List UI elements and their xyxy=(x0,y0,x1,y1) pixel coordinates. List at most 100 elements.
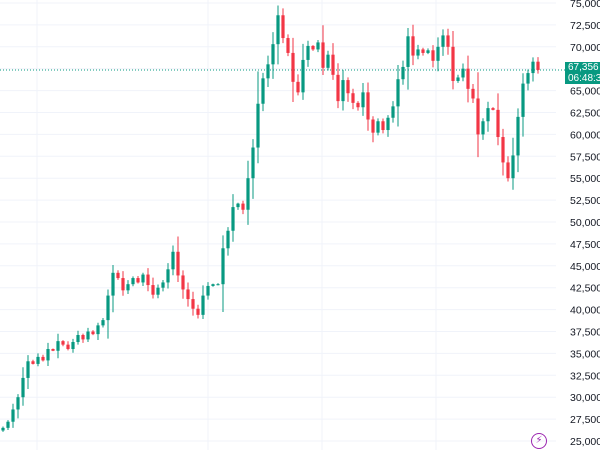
candle-body xyxy=(446,35,450,47)
candle-body xyxy=(251,147,255,179)
y-tick-label: 42,500 xyxy=(570,283,600,295)
y-tick-label: 30,000 xyxy=(570,392,600,404)
y-tick-label: 50,000 xyxy=(570,217,600,229)
candle-body xyxy=(371,119,375,133)
candle-body xyxy=(346,80,350,94)
candle-body xyxy=(431,50,435,61)
candle-body xyxy=(26,361,30,378)
candle-body xyxy=(341,80,345,102)
candle-body xyxy=(441,35,445,47)
candle-body xyxy=(241,203,245,210)
candle-body xyxy=(411,36,415,56)
candle-body xyxy=(336,74,340,102)
candle-body xyxy=(306,45,310,60)
candle-body xyxy=(496,109,500,138)
candle-body xyxy=(196,308,200,315)
candle-body xyxy=(451,46,455,81)
candle-body xyxy=(301,59,305,93)
candle-body xyxy=(61,341,65,345)
candle-body xyxy=(146,274,150,286)
candle-body xyxy=(71,342,75,350)
candle-body xyxy=(76,335,80,343)
candle-body xyxy=(536,61,540,70)
y-tick-label: 62,500 xyxy=(570,108,600,120)
grid-lines xyxy=(0,0,556,450)
candle-body xyxy=(391,106,395,118)
candle-body xyxy=(476,98,480,135)
candle-body xyxy=(271,44,275,65)
candle-body xyxy=(526,73,530,84)
candle-body xyxy=(516,116,520,156)
candle-body xyxy=(311,45,315,50)
candle-body xyxy=(46,349,50,361)
y-tick-label: 72,500 xyxy=(570,20,600,32)
candle-body xyxy=(156,287,160,295)
y-tick-label: 65,000 xyxy=(570,86,600,98)
candle-body xyxy=(386,117,390,131)
y-tick-label: 75,000 xyxy=(570,0,600,10)
candle-body xyxy=(226,230,230,249)
candle-body xyxy=(286,38,290,53)
candle-body xyxy=(186,289,190,300)
candle-body xyxy=(276,15,280,45)
candle-body xyxy=(246,178,250,210)
candle-body xyxy=(466,68,470,89)
candle-body xyxy=(486,108,490,122)
y-tick-label: 70,000 xyxy=(570,42,600,54)
candle-body xyxy=(161,282,165,288)
candle-body xyxy=(321,42,325,68)
candle-body xyxy=(136,278,140,283)
candle-body xyxy=(126,284,130,291)
candle-body xyxy=(401,66,405,80)
candle-body xyxy=(176,251,180,276)
candle-body xyxy=(461,68,465,78)
y-tick-label: 35,000 xyxy=(570,348,600,360)
candle-body xyxy=(81,335,85,340)
candle-body xyxy=(36,356,40,364)
candle-body xyxy=(456,77,460,81)
candle-body xyxy=(211,284,215,286)
y-tick-label: 37,500 xyxy=(570,327,600,339)
candle-body xyxy=(501,137,505,163)
candle-body xyxy=(351,93,355,103)
candle-body xyxy=(66,344,70,350)
y-tick-label: 40,000 xyxy=(570,305,600,317)
candle-body xyxy=(166,269,170,283)
candle-body xyxy=(381,121,385,131)
candle-body xyxy=(256,103,260,148)
candle-body xyxy=(436,46,440,61)
candle-body xyxy=(21,377,25,398)
last-price-badge: 67,356 06:48:3 xyxy=(565,62,600,84)
candle-body xyxy=(106,295,110,321)
y-tick-label: 57,500 xyxy=(570,151,600,163)
candle-body xyxy=(356,102,360,108)
y-tick-label: 47,500 xyxy=(570,239,600,251)
candles xyxy=(1,5,540,432)
candle-body xyxy=(506,162,510,179)
candle-body xyxy=(261,78,265,104)
candle-body xyxy=(331,54,335,75)
candle-body xyxy=(31,361,35,364)
candle-body xyxy=(191,299,195,309)
candle-body xyxy=(86,331,90,340)
candle-body xyxy=(521,83,525,117)
candle-body xyxy=(171,251,175,270)
candle-body xyxy=(316,42,320,50)
last-price-value: 67,356 xyxy=(568,62,599,73)
y-tick-label: 27,500 xyxy=(570,414,600,426)
candle-body xyxy=(416,49,420,56)
candle-body xyxy=(326,54,330,68)
candle-body xyxy=(471,88,475,99)
candle-body xyxy=(96,325,100,335)
lightning-bolt-icon[interactable]: ⚡ xyxy=(531,433,547,449)
candle-body xyxy=(481,121,485,135)
candle-body xyxy=(51,349,55,351)
candle-body xyxy=(151,285,155,295)
candle-body xyxy=(426,50,430,53)
candle-body xyxy=(236,203,240,208)
countdown-timer: 06:48:3 xyxy=(568,73,600,84)
candle-body xyxy=(116,272,120,279)
candle-body xyxy=(291,52,295,82)
candle-body xyxy=(91,331,95,335)
